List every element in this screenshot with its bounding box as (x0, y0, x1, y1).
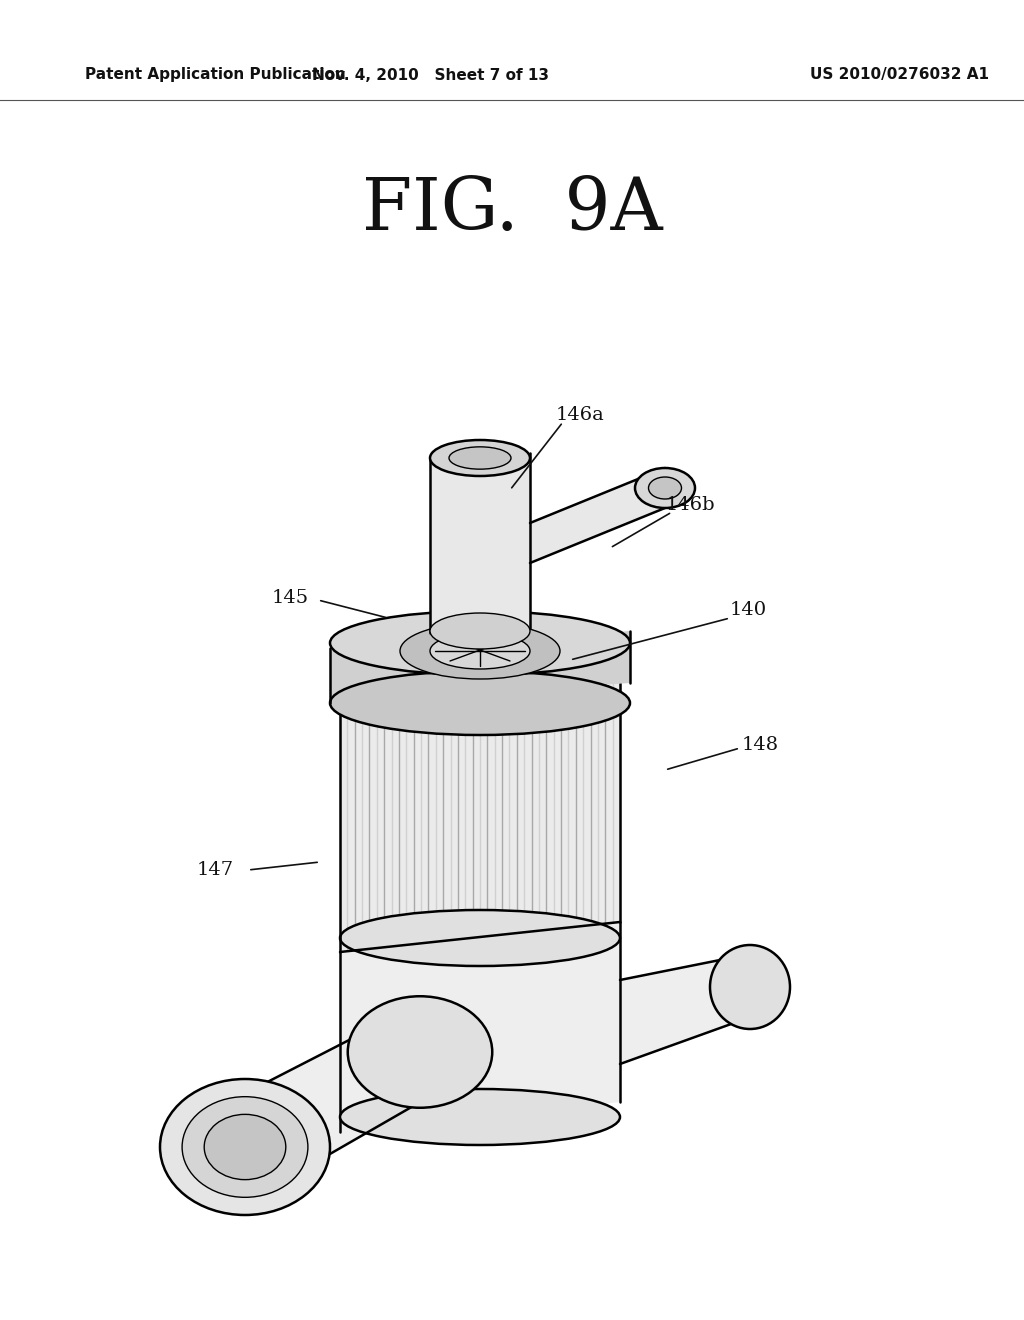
Ellipse shape (330, 671, 630, 735)
Polygon shape (207, 1018, 449, 1181)
Ellipse shape (348, 997, 493, 1107)
Text: FIG.  9A: FIG. 9A (361, 174, 663, 246)
Text: 146b: 146b (666, 496, 715, 513)
Ellipse shape (430, 440, 530, 477)
Text: US 2010/0276032 A1: US 2010/0276032 A1 (811, 67, 989, 82)
Ellipse shape (400, 623, 560, 678)
Text: 148: 148 (741, 737, 778, 754)
Text: 146a: 146a (556, 407, 604, 424)
Polygon shape (430, 453, 530, 634)
Text: 147: 147 (197, 861, 233, 879)
Polygon shape (620, 954, 745, 1064)
Ellipse shape (330, 611, 630, 675)
Ellipse shape (430, 634, 530, 669)
Polygon shape (530, 469, 665, 564)
Text: 145: 145 (271, 589, 308, 607)
Ellipse shape (340, 909, 620, 966)
Polygon shape (340, 682, 620, 952)
Ellipse shape (449, 447, 511, 469)
Ellipse shape (430, 612, 530, 649)
Ellipse shape (204, 1114, 286, 1180)
Ellipse shape (182, 1097, 308, 1197)
Ellipse shape (340, 1089, 620, 1144)
Text: Nov. 4, 2010   Sheet 7 of 13: Nov. 4, 2010 Sheet 7 of 13 (311, 67, 549, 82)
Ellipse shape (340, 671, 620, 726)
Ellipse shape (160, 1078, 330, 1214)
Text: Patent Application Publication: Patent Application Publication (85, 67, 346, 82)
Ellipse shape (710, 945, 790, 1030)
Polygon shape (340, 921, 620, 1133)
Text: 140: 140 (729, 601, 767, 619)
Polygon shape (330, 631, 630, 704)
Ellipse shape (648, 477, 682, 499)
Ellipse shape (635, 469, 695, 508)
